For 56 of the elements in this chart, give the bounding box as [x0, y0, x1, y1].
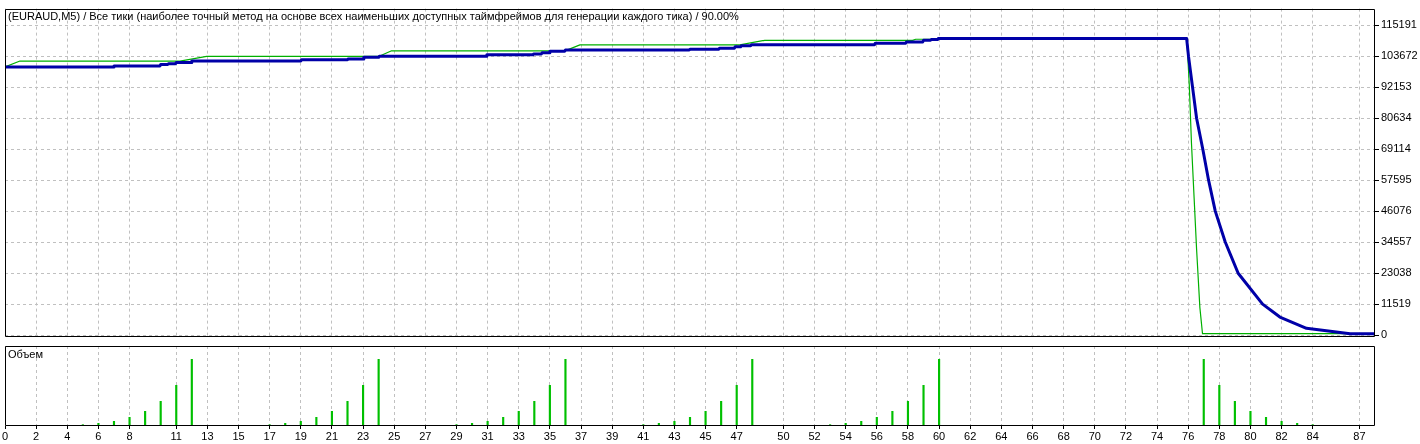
y-tick-label: 23038 [1381, 266, 1412, 279]
x-tick-label: 4 [64, 429, 71, 442]
x-tick-label: 6 [95, 429, 102, 442]
x-tick-label: 13 [201, 429, 214, 442]
x-tick-label: 52 [808, 429, 821, 442]
x-tick-label: 64 [995, 429, 1008, 442]
x-tick-label: 31 [481, 429, 494, 442]
x-tick-label: 8 [126, 429, 133, 442]
x-tick-label: 19 [294, 429, 307, 442]
x-tick-label: 21 [325, 429, 339, 442]
y-tick-label: 46076 [1381, 204, 1412, 217]
y-tick-label: 11519 [1381, 297, 1411, 310]
chart-title: (EURAUD,M5) / Все тики (наиболее точный метод на основе всех наименьших доступных таймфреймов для генерации каждого тика) / 90.00% [8, 10, 740, 23]
y-tick-label: 69114 [1381, 142, 1411, 155]
x-tick-label: 29 [450, 429, 463, 442]
x-tick-label: 84 [1306, 429, 1319, 442]
x-tick-label: 41 [637, 429, 650, 442]
x-tick-label: 27 [419, 429, 432, 442]
x-tick-label: 43 [668, 429, 681, 442]
x-tick-label: 33 [512, 429, 525, 442]
x-tick-label: 80 [1244, 429, 1257, 442]
x-tick-label: 35 [543, 429, 557, 442]
y-tick-label: 80634 [1381, 111, 1412, 124]
x-tick-label: 78 [1213, 429, 1226, 442]
y-tick-label: 34557 [1381, 235, 1412, 248]
x-tick-label: 68 [1057, 429, 1070, 442]
x-tick-label: 76 [1182, 429, 1195, 442]
y-tick-label: 92153 [1381, 80, 1412, 93]
x-tick-label: 37 [574, 429, 588, 442]
y-tick-label: 0 [1381, 328, 1388, 341]
x-tick-label: 62 [964, 429, 977, 442]
x-tick-label: 60 [932, 429, 946, 442]
y-tick-label: 103672 [1381, 49, 1418, 62]
y-tick-label: 115191 [1381, 18, 1417, 31]
x-tick-label: 11 [170, 429, 182, 442]
x-tick-label: 70 [1088, 429, 1101, 442]
x-tick-label: 87 [1353, 429, 1366, 442]
x-tick-label: 2 [33, 429, 40, 442]
x-tick-label: 25 [388, 429, 401, 442]
x-tick-label: 45 [699, 429, 712, 442]
x-tick-label: 39 [606, 429, 619, 442]
y-tick-label: 57595 [1381, 173, 1412, 186]
x-tick-label: 66 [1026, 429, 1039, 442]
x-tick-label: 23 [356, 429, 370, 442]
x-tick-label: 15 [232, 429, 245, 442]
x-tick-label: 50 [777, 429, 790, 442]
x-tick-label: 74 [1150, 429, 1164, 442]
x-tick-label: 54 [839, 429, 852, 442]
x-tick-label: 82 [1275, 429, 1288, 442]
x-tick-label: 47 [730, 429, 743, 442]
x-tick-label: 0 [1, 429, 9, 442]
x-tick-label: 72 [1119, 429, 1133, 442]
x-tick-label: 17 [263, 429, 276, 442]
chart-title: Объем [8, 347, 44, 360]
x-tick-label: 56 [870, 429, 883, 442]
x-tick-label: 58 [901, 429, 915, 442]
